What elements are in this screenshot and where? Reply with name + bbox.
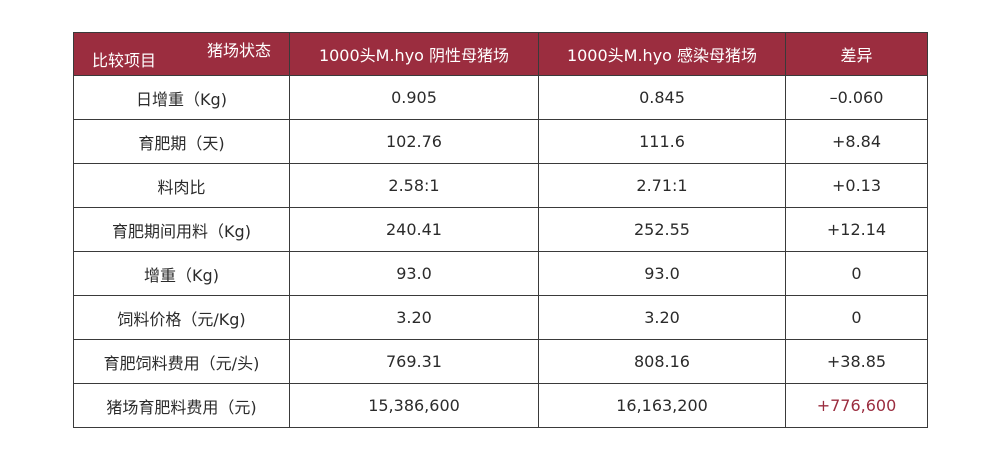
header-row: 猪场状态 比较项目 1000头M.hyo 阴性母猪场 1000头M.hyo 感染… (73, 32, 928, 76)
row-item-label: 育肥饲料费用（元/头) (73, 339, 290, 384)
table-row: 饲料价格（元/Kg) 3.20 3.20 0 (73, 295, 928, 340)
header-difference: 差异 (785, 32, 928, 76)
difference-value: +38.85 (785, 339, 928, 384)
infected-value: 808.16 (538, 339, 786, 384)
row-item-label: 育肥期间用料（Kg) (73, 207, 290, 252)
difference-value: +0.13 (785, 163, 928, 208)
table-row: 增重（Kg) 93.0 93.0 0 (73, 251, 928, 296)
row-item-label: 日增重（Kg) (73, 75, 290, 120)
difference-value: 0 (785, 251, 928, 296)
negative-value: 3.20 (289, 295, 539, 340)
negative-value: 769.31 (289, 339, 539, 384)
table-row: 育肥期（天) 102.76 111.6 +8.84 (73, 119, 928, 164)
farm-status-label: 猪场状态 (206, 41, 271, 60)
table-body: 日增重（Kg) 0.905 0.845 –0.060 育肥期（天) 102.76… (73, 75, 928, 428)
table-row: 料肉比 2.58:1 2.71:1 +0.13 (73, 163, 928, 208)
row-item-label: 育肥期（天) (73, 119, 290, 164)
header-negative-farm: 1000头M.hyo 阴性母猪场 (289, 32, 539, 76)
infected-value: 0.845 (538, 75, 786, 120)
infected-value: 2.71:1 (538, 163, 786, 208)
difference-value-highlight: +776,600 (785, 383, 928, 428)
comparison-table: 猪场状态 比较项目 1000头M.hyo 阴性母猪场 1000头M.hyo 感染… (73, 32, 928, 428)
table-row: 育肥期间用料（Kg) 240.41 252.55 +12.14 (73, 207, 928, 252)
header-infected-farm: 1000头M.hyo 感染母猪场 (538, 32, 786, 76)
difference-value: +8.84 (785, 119, 928, 164)
row-item-label: 料肉比 (73, 163, 290, 208)
difference-value: 0 (785, 295, 928, 340)
infected-value: 16,163,200 (538, 383, 786, 428)
infected-value: 3.20 (538, 295, 786, 340)
row-item-label: 饲料价格（元/Kg) (73, 295, 290, 340)
negative-value: 102.76 (289, 119, 539, 164)
infected-value: 93.0 (538, 251, 786, 296)
infected-value: 252.55 (538, 207, 786, 252)
table-row: 育肥饲料费用（元/头) 769.31 808.16 +38.85 (73, 339, 928, 384)
difference-value: –0.060 (785, 75, 928, 120)
row-item-label: 猪场育肥料费用（元) (73, 383, 290, 428)
negative-value: 2.58:1 (289, 163, 539, 208)
corner-header-cell: 猪场状态 比较项目 (73, 32, 290, 76)
negative-value: 0.905 (289, 75, 539, 120)
table-header: 猪场状态 比较项目 1000头M.hyo 阴性母猪场 1000头M.hyo 感染… (73, 32, 928, 76)
row-item-label: 增重（Kg) (73, 251, 290, 296)
table-row: 日增重（Kg) 0.905 0.845 –0.060 (73, 75, 928, 120)
negative-value: 93.0 (289, 251, 539, 296)
negative-value: 240.41 (289, 207, 539, 252)
difference-value: +12.14 (785, 207, 928, 252)
table-row: 猪场育肥料费用（元) 15,386,600 16,163,200 +776,60… (73, 383, 928, 428)
infected-value: 111.6 (538, 119, 786, 164)
comparison-item-label: 比较项目 (92, 51, 157, 70)
negative-value: 15,386,600 (289, 383, 539, 428)
